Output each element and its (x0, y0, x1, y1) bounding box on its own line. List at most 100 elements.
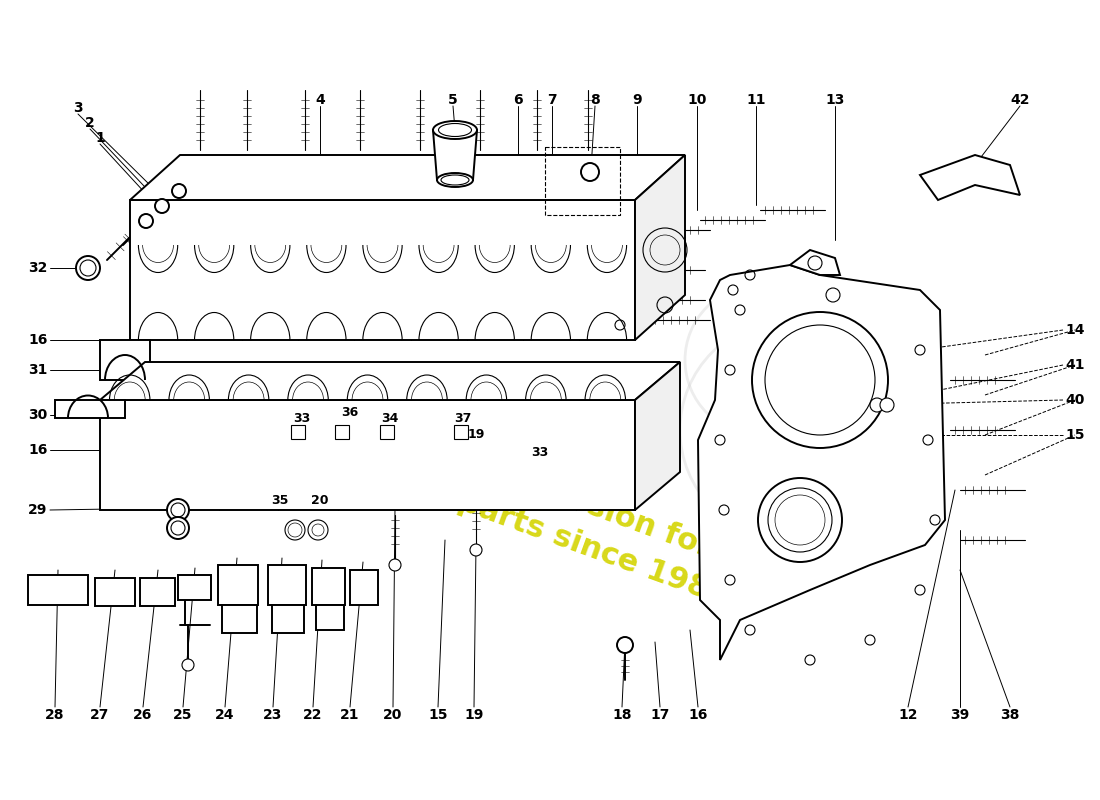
Text: 2: 2 (85, 116, 95, 130)
Text: 33: 33 (531, 446, 549, 458)
Ellipse shape (437, 173, 473, 187)
Text: 15: 15 (1065, 428, 1085, 442)
Circle shape (930, 515, 940, 525)
Circle shape (745, 625, 755, 635)
Circle shape (617, 637, 632, 653)
Text: 36: 36 (341, 406, 359, 419)
Text: 35: 35 (272, 494, 288, 506)
Text: 7: 7 (547, 93, 557, 107)
Text: 34: 34 (382, 411, 398, 425)
Circle shape (758, 478, 842, 562)
Text: 31: 31 (29, 363, 47, 377)
Text: 21: 21 (340, 708, 360, 722)
Text: 1: 1 (95, 131, 104, 145)
Text: 3: 3 (74, 101, 82, 115)
Circle shape (715, 435, 725, 445)
Circle shape (285, 520, 305, 540)
Text: 26: 26 (133, 708, 153, 722)
Circle shape (752, 312, 888, 448)
Text: 22: 22 (304, 708, 322, 722)
Polygon shape (100, 362, 680, 400)
Text: 19: 19 (464, 708, 484, 722)
Text: 17: 17 (650, 708, 670, 722)
Polygon shape (55, 400, 125, 418)
Bar (140, 578, 175, 606)
Text: 15: 15 (428, 708, 448, 722)
Bar (28, 575, 88, 605)
Circle shape (308, 520, 328, 540)
Text: 19: 19 (468, 427, 485, 441)
Circle shape (923, 435, 933, 445)
Bar (454, 425, 467, 439)
Circle shape (389, 559, 402, 571)
Bar (272, 605, 304, 633)
Circle shape (865, 635, 874, 645)
Text: 20: 20 (311, 494, 329, 506)
Text: 33: 33 (294, 411, 310, 425)
Circle shape (805, 655, 815, 665)
Bar (336, 425, 349, 439)
Bar (218, 565, 258, 605)
Circle shape (725, 365, 735, 375)
Circle shape (167, 499, 189, 521)
Text: 37: 37 (454, 411, 472, 425)
Text: 18: 18 (613, 708, 631, 722)
Bar (268, 565, 306, 605)
Polygon shape (130, 200, 635, 340)
Circle shape (155, 199, 169, 213)
Text: 38: 38 (1000, 708, 1020, 722)
Text: 12: 12 (899, 708, 917, 722)
Text: 11: 11 (746, 93, 766, 107)
Text: 5: 5 (448, 93, 458, 107)
Text: 13: 13 (825, 93, 845, 107)
Bar (350, 570, 378, 605)
Circle shape (172, 184, 186, 198)
Bar (316, 605, 344, 630)
Polygon shape (100, 400, 635, 510)
Text: 42: 42 (1010, 93, 1030, 107)
Bar (95, 578, 135, 606)
Text: 9: 9 (632, 93, 641, 107)
Circle shape (915, 585, 925, 595)
Polygon shape (433, 130, 477, 180)
Polygon shape (635, 155, 685, 340)
Text: 16: 16 (29, 333, 47, 347)
Text: 29: 29 (29, 503, 47, 517)
Circle shape (139, 214, 153, 228)
Text: 20: 20 (383, 708, 403, 722)
Circle shape (826, 288, 840, 302)
Circle shape (725, 575, 735, 585)
Bar (544, 147, 620, 215)
Bar (312, 568, 345, 605)
Text: 27: 27 (90, 708, 110, 722)
Circle shape (167, 517, 189, 539)
Polygon shape (698, 265, 945, 660)
Bar (379, 425, 394, 439)
Text: 4: 4 (315, 93, 324, 107)
Text: 41: 41 (1065, 358, 1085, 372)
Circle shape (182, 659, 194, 671)
Circle shape (581, 163, 600, 181)
Polygon shape (100, 340, 150, 380)
Text: 23: 23 (263, 708, 283, 722)
Text: 30: 30 (29, 408, 47, 422)
Circle shape (719, 505, 729, 515)
Text: 6: 6 (514, 93, 522, 107)
Text: 28: 28 (45, 708, 65, 722)
Text: 32: 32 (29, 261, 47, 275)
Polygon shape (790, 250, 840, 275)
Polygon shape (635, 362, 680, 510)
Circle shape (870, 398, 884, 412)
Circle shape (76, 256, 100, 280)
Text: 16: 16 (29, 443, 47, 457)
Text: 24: 24 (216, 708, 234, 722)
Text: 16: 16 (689, 708, 707, 722)
Text: 25: 25 (174, 708, 192, 722)
Text: 8: 8 (590, 93, 600, 107)
Text: 39: 39 (950, 708, 969, 722)
Polygon shape (920, 155, 1020, 200)
Text: 10: 10 (688, 93, 706, 107)
Circle shape (735, 305, 745, 315)
Text: 14: 14 (1065, 323, 1085, 337)
Bar (178, 575, 211, 600)
